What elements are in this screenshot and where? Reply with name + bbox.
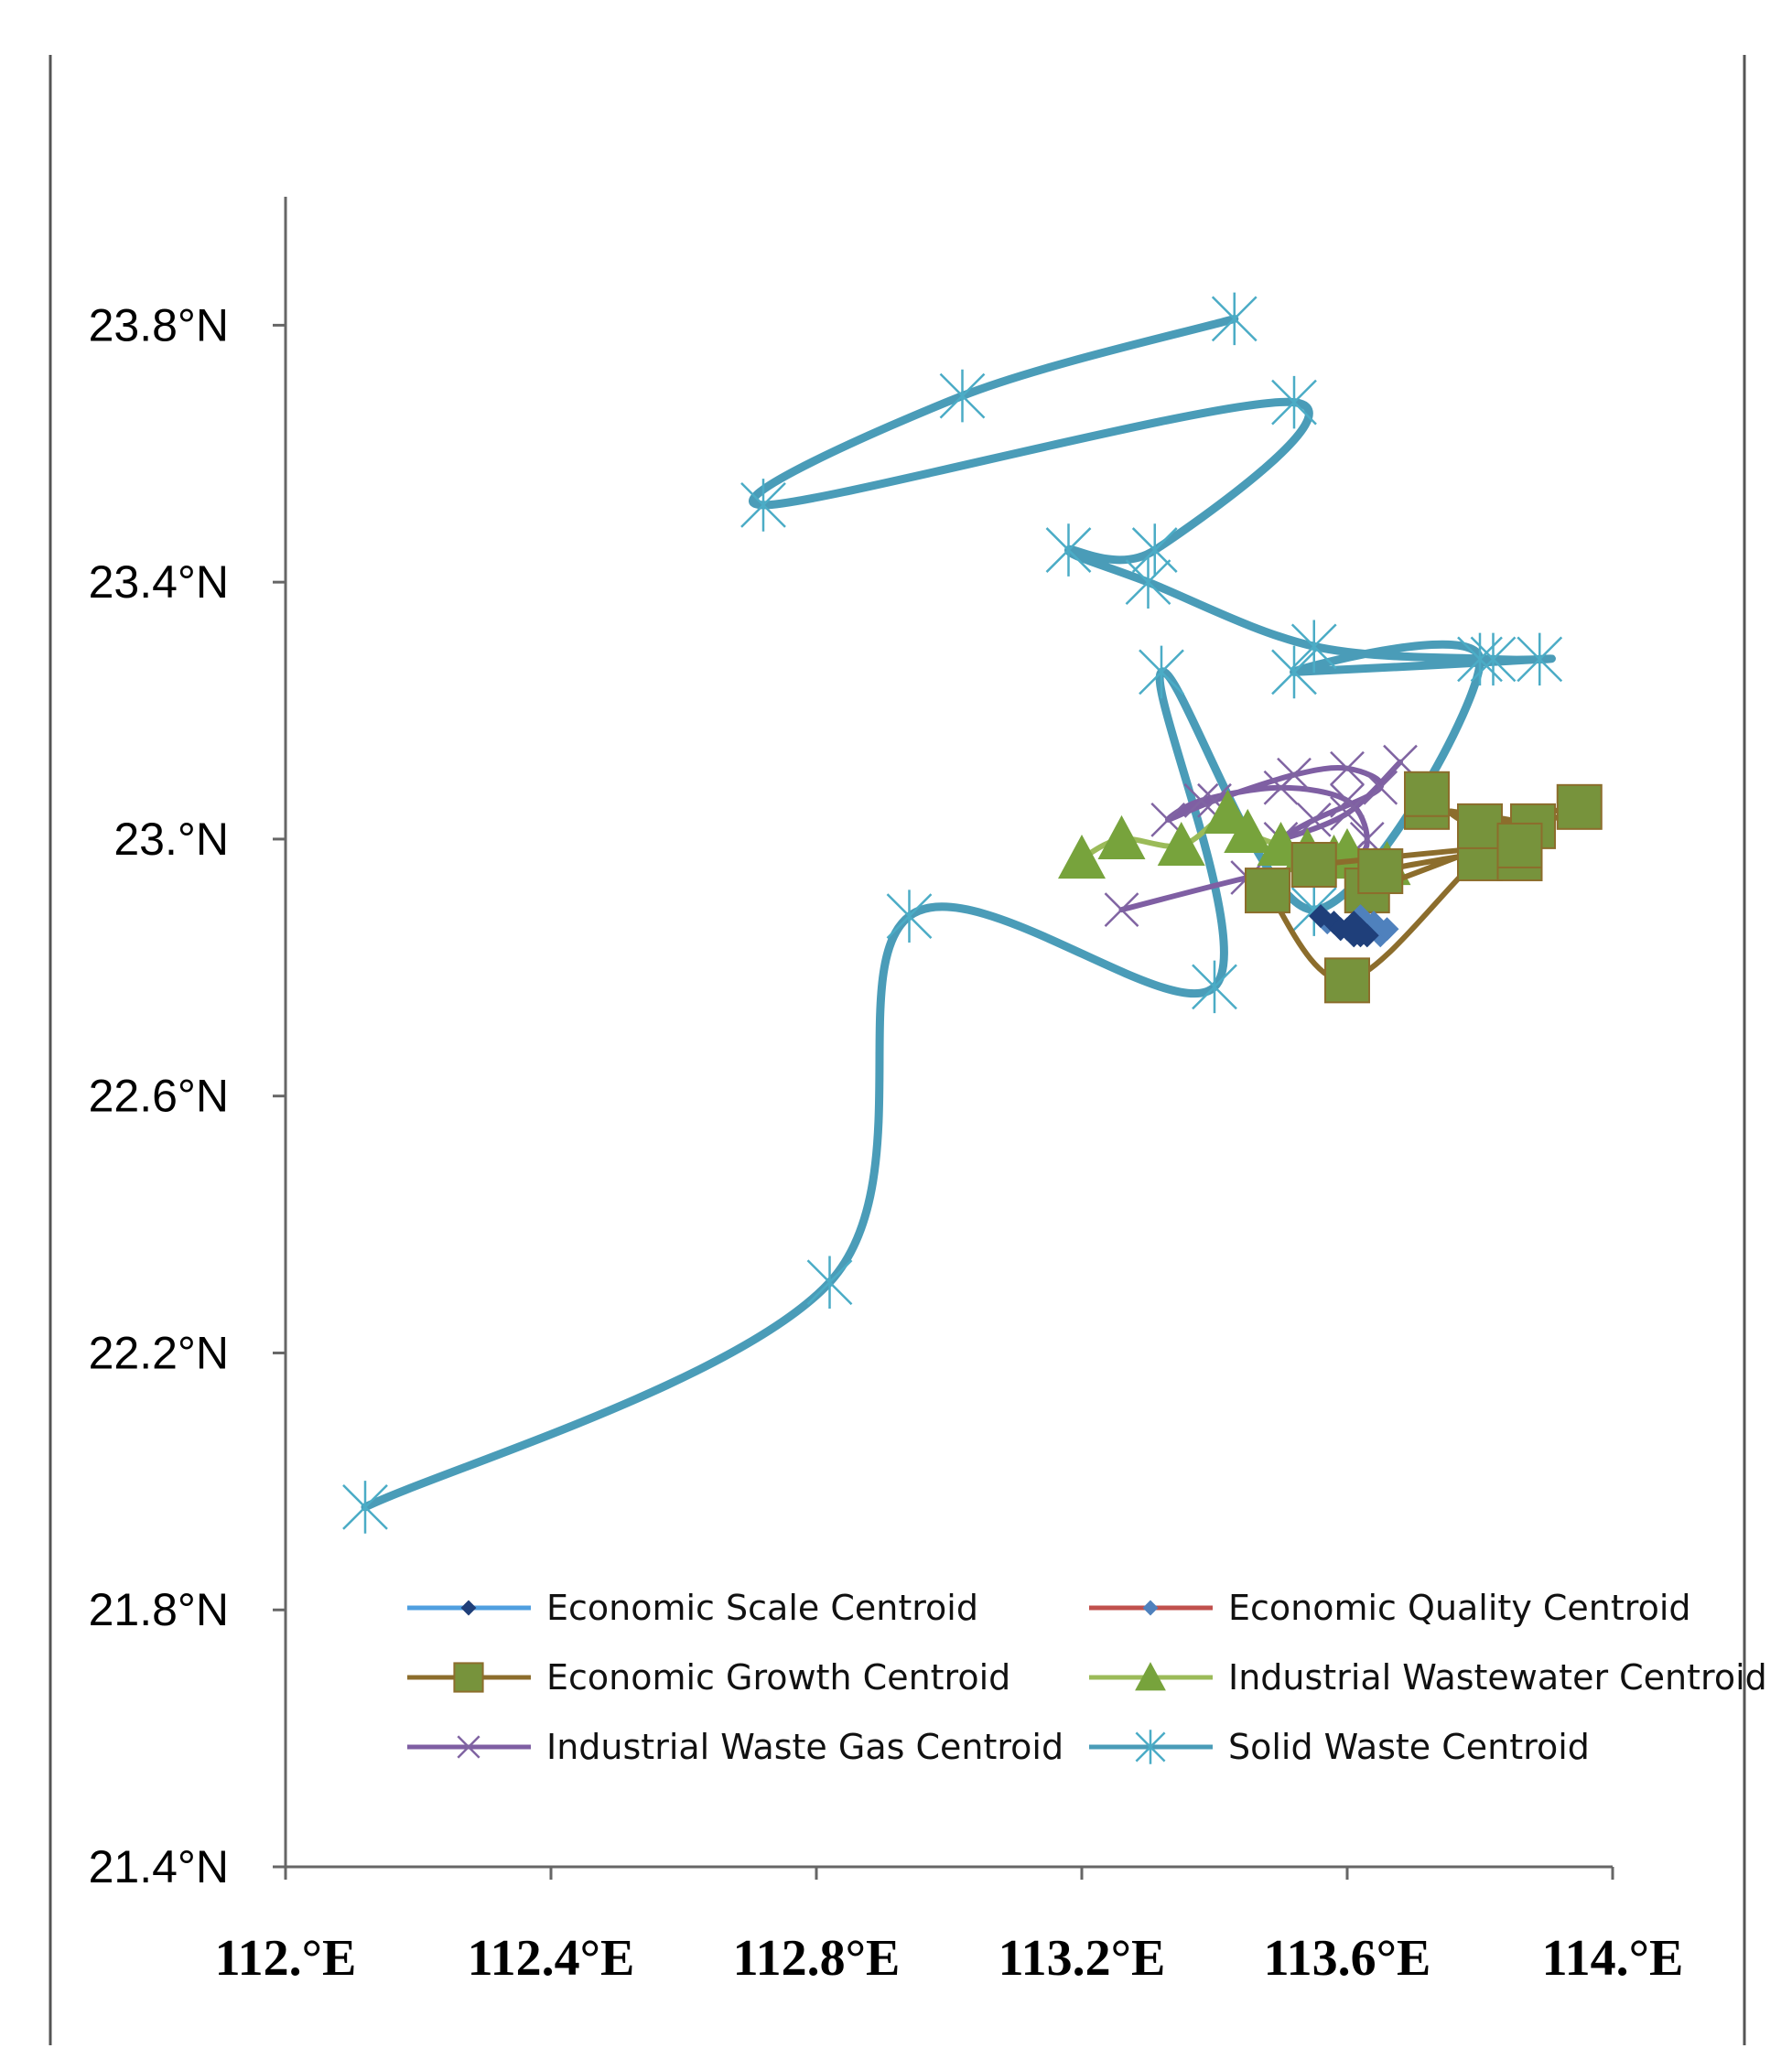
data-point [1277, 757, 1312, 792]
data-point [806, 1256, 853, 1310]
data-point [1457, 632, 1503, 686]
legend-entry: Economic Growth Centroid [407, 1657, 1010, 1698]
data-point [1517, 632, 1563, 686]
legend-entry: Economic Quality Centroid [1089, 1588, 1691, 1628]
data-point [1104, 892, 1139, 928]
data-point [1204, 789, 1252, 834]
x-tick-label: 112.8°E [733, 1930, 901, 1987]
data-point [1290, 620, 1337, 674]
data-point [1224, 808, 1272, 854]
y-tick-label: 22.2°N [89, 1327, 229, 1378]
y-tick-label: 23.8°N [89, 299, 229, 350]
data-point [342, 1481, 388, 1534]
data-point [1296, 802, 1332, 837]
legend-entry: Solid Waste Centroid [1089, 1727, 1590, 1767]
data-point [1131, 523, 1178, 577]
x-tick-label: 112.°E [215, 1930, 357, 1987]
legend-label: Industrial Waste Gas Centroid [546, 1727, 1063, 1767]
legend-label: Solid Waste Centroid [1228, 1727, 1590, 1767]
data-point [1290, 842, 1337, 888]
legend-label: Economic Scale Centroid [546, 1588, 978, 1628]
data-point [1556, 783, 1603, 830]
data-point [1271, 645, 1317, 699]
legend-entry: Economic Scale Centroid [407, 1588, 978, 1628]
data-point [1404, 771, 1450, 817]
legend-marker [453, 1662, 484, 1693]
legend-label: Industrial Wastewater Centroid [1228, 1657, 1767, 1698]
legend-label: Economic Growth Centroid [546, 1657, 1010, 1698]
series-layer [342, 292, 1603, 1534]
legend-marker [1135, 1730, 1166, 1764]
data-point [1457, 803, 1503, 849]
x-tick-label: 114.°E [1542, 1930, 1684, 1987]
x-tick-label: 112.4°E [468, 1930, 635, 1987]
data-point [1330, 750, 1365, 786]
series-0 [1309, 904, 1379, 948]
data-point [1139, 645, 1184, 699]
series-5 [342, 292, 1563, 1534]
data-point [886, 889, 933, 943]
y-tick-label: 21.4°N [89, 1841, 229, 1892]
data-point [740, 479, 786, 532]
y-tick-label: 22.6°N [89, 1071, 229, 1122]
data-point [1496, 822, 1543, 868]
data-point [1357, 848, 1404, 895]
legend-entry: Industrial Wastewater Centroid [1089, 1657, 1767, 1698]
legend-label: Economic Quality Centroid [1228, 1588, 1691, 1628]
data-point [939, 369, 986, 423]
data-point [1324, 957, 1370, 1004]
y-tick-label: 23.°N [113, 814, 229, 865]
data-point [1045, 523, 1092, 577]
data-point [1342, 911, 1366, 935]
data-point [1211, 292, 1258, 346]
x-tick-label: 113.6°E [1264, 1930, 1431, 1987]
series-line [361, 314, 1556, 1512]
legend-entry: Industrial Waste Gas Centroid [407, 1727, 1063, 1767]
legend-marker [1135, 1662, 1166, 1691]
data-point [1470, 632, 1517, 686]
legend-marker [1142, 1600, 1159, 1616]
data-point [1157, 821, 1205, 867]
data-point [1330, 795, 1365, 831]
data-point [1245, 868, 1290, 914]
y-tick-label: 23.4°N [89, 556, 229, 608]
data-point [1183, 782, 1219, 818]
x-tick-label: 113.2°E [999, 1930, 1166, 1987]
legend: Economic Scale Centroid Economic Quality … [407, 1588, 1767, 1767]
legend-marker [460, 1600, 477, 1616]
data-point [1330, 782, 1365, 818]
data-point [1097, 814, 1146, 860]
data-point [1271, 375, 1317, 429]
axes: 21.4°N 21.8°N 22.2°N 22.6°N 23.°N 23.4°N 23.8°… [89, 197, 1684, 1987]
y-tick-label: 21.8°N [89, 1584, 229, 1635]
data-point [1058, 834, 1106, 879]
data-point [1192, 960, 1237, 1014]
data-point [1363, 770, 1398, 805]
series-2 [1245, 771, 1603, 1004]
data-point [1125, 555, 1171, 609]
legend-marker [457, 1735, 480, 1759]
